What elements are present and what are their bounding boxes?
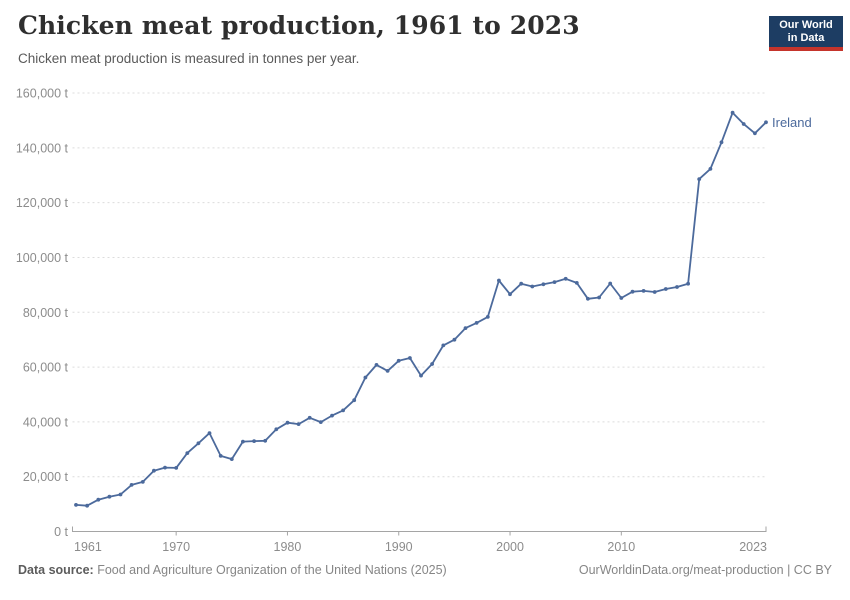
data-point[interactable] (541, 282, 546, 287)
x-axis-tick-label: 2010 (607, 540, 635, 554)
y-axis-tick-label: 80,000 t (23, 306, 69, 320)
data-point[interactable] (252, 439, 256, 443)
footer-link[interactable]: OurWorldinData.org/meat-production | CC … (578, 563, 832, 577)
y-axis-tick-label: 160,000 t (16, 87, 69, 101)
data-point[interactable] (330, 413, 334, 418)
data-point[interactable] (764, 120, 768, 125)
y-axis-tick-label: 0 t (54, 525, 68, 539)
data-point[interactable] (497, 278, 501, 283)
data-point[interactable] (118, 492, 123, 497)
x-axis-tick-label: 1990 (385, 540, 413, 554)
y-axis-tick-label: 60,000 t (23, 361, 69, 375)
data-point[interactable] (552, 280, 557, 284)
data-point[interactable] (708, 167, 713, 171)
chart-title: Chicken meat production, 1961 to 2023 (18, 11, 580, 40)
data-point[interactable] (374, 363, 379, 367)
data-point[interactable] (441, 343, 446, 348)
data-point[interactable] (619, 296, 624, 300)
data-point[interactable] (74, 503, 78, 507)
data-point[interactable] (652, 290, 657, 294)
data-point[interactable] (196, 441, 201, 446)
data-point[interactable] (352, 398, 357, 403)
x-axis-tick-label: 2023 (739, 540, 767, 554)
owid-logo-line2: in Data (787, 31, 825, 44)
data-point[interactable] (363, 375, 368, 380)
data-point[interactable] (129, 483, 134, 487)
data-point[interactable] (641, 289, 646, 293)
y-axis-tick-label: 40,000 t (23, 415, 69, 429)
chart-subtitle: Chicken meat production is measured in t… (18, 51, 360, 66)
data-point[interactable] (753, 131, 757, 136)
data-point[interactable] (307, 415, 312, 420)
data-point[interactable] (597, 295, 601, 300)
chart-footer: Data source: Food and Agriculture Organi… (18, 563, 832, 577)
data-point[interactable] (430, 362, 434, 366)
data-point[interactable] (318, 420, 323, 424)
y-axis-tick-label: 140,000 t (16, 141, 69, 155)
data-point[interactable] (229, 457, 234, 461)
data-point[interactable] (385, 369, 390, 373)
data-point[interactable] (574, 281, 579, 285)
data-point[interactable] (185, 451, 190, 455)
data-point[interactable] (96, 497, 101, 502)
data-point[interactable] (218, 454, 223, 458)
data-point[interactable] (452, 337, 457, 342)
data-point[interactable] (296, 422, 301, 426)
data-point[interactable] (85, 503, 89, 508)
data-point[interactable] (730, 110, 735, 115)
data-source-label: Data source: (18, 563, 94, 577)
data-point[interactable] (341, 408, 345, 413)
data-source: Data source: Food and Agriculture Organi… (18, 563, 447, 577)
data-point[interactable] (463, 326, 468, 330)
data-point[interactable] (697, 177, 702, 182)
data-point[interactable] (508, 292, 512, 297)
data-point[interactable] (530, 284, 535, 289)
y-axis-tick-label: 20,000 t (23, 470, 69, 484)
data-point[interactable] (586, 296, 590, 301)
line-chart[interactable]: 0 t 20,000 t 40,000 t 60,000 t 80,000 t 100,0… (0, 0, 850, 560)
data-point[interactable] (719, 140, 724, 145)
data-point[interactable] (686, 281, 690, 286)
data-point[interactable] (274, 427, 279, 432)
x-axis-tick-label: 1961 (74, 540, 102, 554)
x-axis-tick-label: 1970 (162, 540, 190, 554)
data-point[interactable] (663, 287, 668, 291)
data-point[interactable] (741, 122, 746, 126)
x-axis-tick-label: 2000 (496, 540, 524, 554)
series-label[interactable]: Ireland (772, 115, 812, 130)
trend-line[interactable] (75, 111, 767, 507)
data-point[interactable] (152, 468, 156, 473)
owid-logo[interactable]: Our World in Data (769, 16, 843, 51)
data-point[interactable] (675, 285, 679, 289)
data-point[interactable] (241, 439, 245, 444)
data-point[interactable] (107, 494, 112, 499)
data-point[interactable] (519, 281, 524, 286)
data-point[interactable] (263, 438, 268, 443)
y-axis-tick-label: 120,000 t (16, 196, 69, 210)
data-point[interactable] (285, 420, 290, 425)
data-point[interactable] (207, 431, 212, 435)
data-source-text: Food and Agriculture Organization of the… (93, 563, 447, 577)
y-axis-tick-label: 100,000 t (16, 251, 69, 265)
data-point[interactable] (140, 480, 145, 484)
data-point[interactable] (608, 281, 613, 286)
data-point[interactable] (419, 373, 423, 378)
x-axis-line (72, 526, 767, 532)
data-point[interactable] (474, 321, 479, 325)
x-axis-tick-label: 1980 (274, 540, 302, 554)
data-point[interactable] (163, 465, 167, 470)
data-point[interactable] (563, 276, 568, 281)
data-point[interactable] (408, 356, 412, 360)
data-point[interactable] (396, 358, 401, 363)
owid-logo-line1: Our World (779, 18, 833, 31)
data-point[interactable] (485, 315, 490, 319)
data-point[interactable] (174, 466, 179, 470)
data-point[interactable] (630, 289, 635, 294)
